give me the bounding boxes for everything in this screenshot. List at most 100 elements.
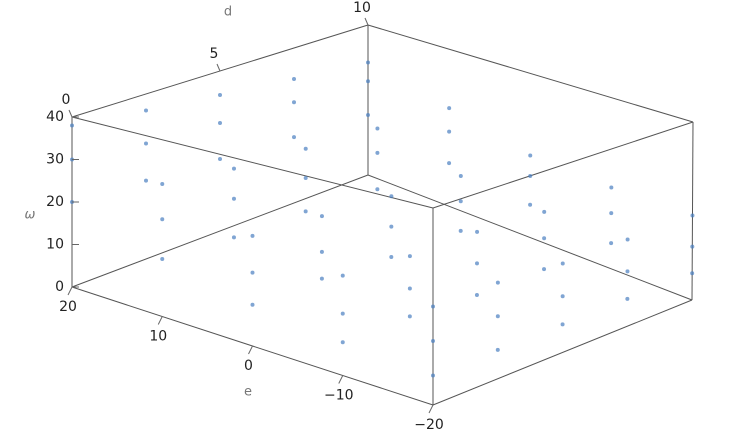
x-tick xyxy=(428,404,434,414)
point xyxy=(528,202,533,207)
x-tick-label: 20 xyxy=(59,299,77,315)
point xyxy=(250,270,255,275)
point xyxy=(431,373,435,378)
z-tick-label: 0 xyxy=(55,279,64,295)
y-tick-label: 0 xyxy=(62,92,71,108)
x-tick xyxy=(157,316,163,325)
point xyxy=(319,276,324,281)
point xyxy=(292,135,296,140)
y-tick xyxy=(216,63,221,72)
point xyxy=(542,236,547,241)
x-tick-label: 0 xyxy=(244,358,253,374)
box-edge xyxy=(432,299,693,406)
point xyxy=(447,161,452,166)
point xyxy=(431,304,435,309)
z-tick-label: 10 xyxy=(46,237,64,253)
point xyxy=(542,209,547,214)
point xyxy=(144,141,148,146)
point xyxy=(231,166,236,171)
point xyxy=(375,187,380,192)
point xyxy=(389,255,394,259)
box-edge xyxy=(367,24,694,123)
point xyxy=(560,261,565,266)
x-axis-label: e xyxy=(244,385,252,400)
x-tick-label: −10 xyxy=(324,388,354,404)
point xyxy=(319,214,324,219)
x-tick xyxy=(338,375,344,384)
point xyxy=(340,311,345,316)
point xyxy=(218,157,222,161)
z-tick-label: 40 xyxy=(46,109,64,125)
point xyxy=(458,228,463,233)
point xyxy=(160,181,165,186)
point xyxy=(407,254,412,259)
point xyxy=(303,209,308,214)
point xyxy=(250,302,255,307)
point xyxy=(389,224,394,229)
point xyxy=(474,261,479,266)
point xyxy=(542,267,547,272)
point xyxy=(609,211,614,216)
x-tick-label: 10 xyxy=(149,329,167,345)
point xyxy=(625,269,630,274)
point xyxy=(495,347,500,352)
x-tick xyxy=(248,345,253,355)
point xyxy=(375,126,380,131)
z-axis-label: ω xyxy=(25,208,36,223)
point xyxy=(375,150,380,155)
point xyxy=(407,286,412,291)
point xyxy=(458,199,463,204)
box-edge xyxy=(432,121,694,209)
point xyxy=(231,235,236,240)
box-edge xyxy=(691,121,694,301)
point xyxy=(495,280,500,285)
point xyxy=(560,322,565,327)
point xyxy=(560,294,565,299)
y-tick xyxy=(364,17,369,26)
point xyxy=(366,113,370,117)
point xyxy=(431,338,435,343)
box-edge xyxy=(71,174,369,288)
point xyxy=(495,314,500,319)
point xyxy=(160,257,165,262)
point xyxy=(218,93,222,97)
z-tick-label: 20 xyxy=(46,194,64,210)
box-edge xyxy=(71,116,434,209)
point xyxy=(144,108,148,113)
point xyxy=(303,146,308,151)
point xyxy=(144,178,148,183)
point xyxy=(292,100,296,105)
y-tick-label: 10 xyxy=(353,0,371,16)
point xyxy=(366,60,370,65)
point xyxy=(231,196,236,201)
point xyxy=(609,185,614,190)
point xyxy=(292,77,296,81)
point xyxy=(625,296,630,301)
point xyxy=(303,175,308,180)
y-axis-label: d xyxy=(224,5,232,20)
point xyxy=(340,273,345,278)
point xyxy=(475,229,480,234)
point xyxy=(340,340,345,345)
point xyxy=(690,271,695,276)
point xyxy=(474,293,479,298)
point xyxy=(319,249,324,254)
point xyxy=(447,106,452,111)
point xyxy=(389,194,394,199)
point xyxy=(609,241,614,246)
point xyxy=(625,237,630,242)
z-tick-label: 30 xyxy=(46,152,64,168)
point xyxy=(458,173,463,178)
x-tick-label: −20 xyxy=(414,417,444,433)
point xyxy=(690,244,695,249)
point xyxy=(250,233,255,238)
point xyxy=(528,174,533,178)
y-tick xyxy=(68,109,73,118)
box-edge xyxy=(367,174,693,301)
point xyxy=(407,314,412,319)
point xyxy=(528,153,533,158)
point xyxy=(690,213,695,218)
point xyxy=(447,129,452,134)
y-tick-label: 5 xyxy=(210,46,219,62)
